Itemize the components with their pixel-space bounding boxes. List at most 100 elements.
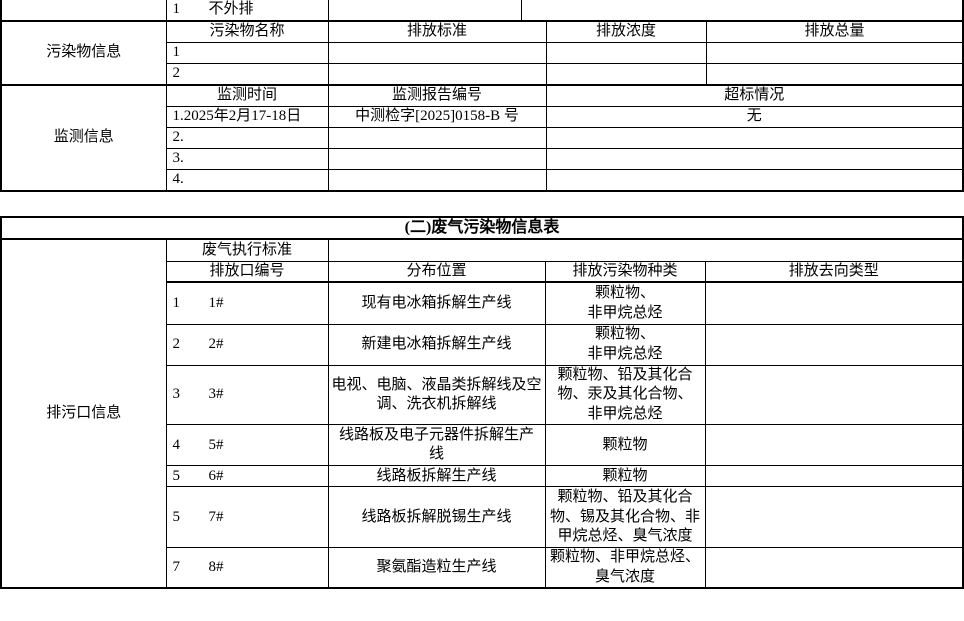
destination-cell xyxy=(704,364,964,426)
row-number: 2 xyxy=(172,336,181,353)
emission-standard-cell xyxy=(545,63,707,85)
gas-standard-value-cell xyxy=(327,238,964,262)
monitor-report-cell xyxy=(327,148,547,170)
exceed-status-header: 超标情况 xyxy=(545,85,964,107)
outlet-number-header: 排放口编号 xyxy=(165,260,329,284)
monitor-report-cell: 中测检字[2025]0158-B 号 xyxy=(327,106,547,128)
waste-gas-table-title: (二)废气污染物信息表 xyxy=(0,216,964,241)
emission-concentration-header: 排放浓度 xyxy=(545,21,707,43)
emission-total-header: 排放总量 xyxy=(705,21,964,43)
pollutant-section-label: 污染物信息 xyxy=(0,21,167,85)
outlet-number-cell: 4 5# xyxy=(165,424,329,467)
outlet-id: 1# xyxy=(208,294,224,311)
pollutants-cell: 颗粒物、铅及其化合 物、汞及其化合物、 非甲烷总烃 xyxy=(544,364,706,426)
location-cell: 现有电冰箱拆解生产线 xyxy=(327,281,546,325)
monitor-time-header: 监测时间 xyxy=(165,85,329,107)
location-cell: 线路板拆解生产线 xyxy=(327,465,546,488)
monitor-info-table: 监测信息 监测时间 监测报告编号 超标情况 1.2025年2月17-18日 中测… xyxy=(0,85,964,192)
monitor-report-cell xyxy=(327,127,547,149)
gas-standard-label: 废气执行标准 xyxy=(165,238,329,262)
pollutant-name-cell xyxy=(327,63,547,85)
outlet-id: 8# xyxy=(208,559,224,576)
location-cell: 线路板拆解脱锡生产线 xyxy=(327,486,546,549)
pollutant-info-table: 污染物信息 污染物名称 排放标准 排放浓度 排放总量 1 2 xyxy=(0,21,964,86)
outlet-number-cell: 1 1# xyxy=(165,281,329,325)
exceed-status-cell xyxy=(545,169,964,191)
outlet-id: 5# xyxy=(208,436,224,453)
table-row: 3 3# 电视、电脑、液晶类拆解线及空 调、洗衣机拆解线 颗粒物、铅及其化合 物、… xyxy=(1,364,964,426)
destination-cell xyxy=(704,424,964,467)
top-table-fragment: 1 不外排 xyxy=(0,0,964,22)
destination-cell xyxy=(704,281,964,325)
table-row: 2. xyxy=(1,127,964,149)
monitor-time-cell: 3. xyxy=(165,148,329,170)
location-cell: 线路板及电子元器件拆解生产 线 xyxy=(327,424,546,467)
pollutants-cell: 颗粒物、 非甲烷总烃 xyxy=(544,281,706,325)
table-row: 2 2# 新建电冰箱拆解生产线 颗粒物、 非甲烷总烃 xyxy=(1,323,964,366)
row-number-cell: 1 xyxy=(165,42,329,64)
pollutants-cell: 颗粒物 xyxy=(544,424,706,467)
pollutants-cell: 颗粒物 xyxy=(544,465,706,488)
outlet-id: 2# xyxy=(208,336,224,353)
row-number: 7 xyxy=(172,559,181,576)
table-row: 1 1# 现有电冰箱拆解生产线 颗粒物、 非甲烷总烃 xyxy=(1,281,964,325)
row-number: 5 xyxy=(172,467,181,484)
outlet-id: 6# xyxy=(208,467,224,484)
table-row: 7 8# 聚氨酯造粒生产线 颗粒物、非甲烷总烃、 臭气浓度 xyxy=(1,547,964,589)
emission-standard-header: 排放标准 xyxy=(327,21,547,43)
table-row: 5 7# 线路板拆解脱锡生产线 颗粒物、铅及其化合 物、锡及其化合物、非 甲烷总烃… xyxy=(1,486,964,549)
fragment-empty-cell-2 xyxy=(520,0,964,21)
monitor-time-cell: 4. xyxy=(165,169,329,191)
location-cell: 聚氨酯造粒生产线 xyxy=(327,547,546,589)
exceed-status-cell xyxy=(545,127,964,149)
emission-concentration-cell xyxy=(705,42,964,64)
monitor-time-cell: 1.2025年2月17-18日 xyxy=(165,106,329,128)
location-cell: 新建电冰箱拆解生产线 xyxy=(327,323,546,366)
emission-standard-cell xyxy=(545,42,707,64)
row-number-cell: 2 xyxy=(165,63,329,85)
table-row: 4 5# 线路板及电子元器件拆解生产 线 颗粒物 xyxy=(1,424,964,467)
row-number: 5 xyxy=(172,508,181,525)
location-header: 分布位置 xyxy=(327,260,546,284)
pollutants-cell: 颗粒物、非甲烷总烃、 臭气浓度 xyxy=(544,547,706,589)
table-row: 监测信息 监测时间 监测报告编号 超标情况 xyxy=(0,85,964,191)
table-row: 排放口编号 分布位置 排放污染物种类 排放去向类型 xyxy=(1,260,964,284)
table-row: 污染物信息 污染物名称 排放标准 排放浓度 排放总量 xyxy=(0,21,964,85)
table-row: 4. xyxy=(1,169,964,191)
destination-cell xyxy=(704,465,964,488)
fragment-empty-cell-1 xyxy=(327,0,522,21)
outlet-id: 7# xyxy=(208,508,224,525)
row-number: 1 xyxy=(172,1,181,17)
table-row: (二)废气污染物信息表 xyxy=(0,216,964,241)
row-number: 1 xyxy=(172,294,181,311)
monitor-report-header: 监测报告编号 xyxy=(327,85,547,107)
pollutants-cell: 颗粒物、铅及其化合 物、锡及其化合物、非 甲烷总烃、臭气浓度 xyxy=(544,486,706,549)
monitor-section-label: 监测信息 xyxy=(0,85,167,191)
outlet-id: 3# xyxy=(208,386,224,403)
table-row: 3. xyxy=(1,148,964,170)
outlet-number-cell: 7 8# xyxy=(165,547,329,589)
fragment-value: 不外排 xyxy=(208,1,254,17)
destination-type-header: 排放去向类型 xyxy=(704,260,964,284)
fragment-value-cell: 1 不外排 xyxy=(165,0,329,21)
outlet-section-label: 排污口信息 xyxy=(0,238,167,589)
pollutants-cell: 颗粒物、 非甲烷总烃 xyxy=(544,323,706,366)
table-row: 排污口信息 废气执行标准 xyxy=(0,238,964,589)
row-number: 4 xyxy=(172,436,181,453)
table-row: 1 不外排 xyxy=(0,0,964,21)
monitor-report-cell xyxy=(327,169,547,191)
row-number: 3 xyxy=(172,386,181,403)
table-row: 2 xyxy=(1,63,964,85)
outlet-number-cell: 5 7# xyxy=(165,486,329,549)
table-row: 5 6# 线路板拆解生产线 颗粒物 xyxy=(1,465,964,488)
pollutant-name-cell xyxy=(327,42,547,64)
outlet-number-cell: 2 2# xyxy=(165,323,329,366)
pollutant-types-header: 排放污染物种类 xyxy=(544,260,706,284)
monitor-time-cell: 2. xyxy=(165,127,329,149)
emission-concentration-cell xyxy=(705,63,964,85)
destination-cell xyxy=(704,547,964,589)
destination-cell xyxy=(704,486,964,549)
waste-gas-table: (二)废气污染物信息表 排污口信息 废气执行标准 排放口编号 分布位置 排放污染… xyxy=(0,215,964,590)
outlet-number-cell: 3 3# xyxy=(165,364,329,426)
exceed-status-cell xyxy=(545,148,964,170)
